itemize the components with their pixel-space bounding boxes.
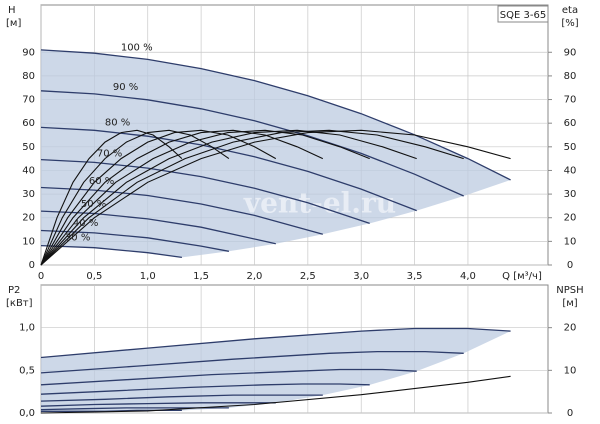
x-tick-label: 2,5 — [300, 271, 316, 282]
y2-tick-label: 40 — [564, 165, 577, 176]
curve — [40, 49, 511, 181]
secondary-curve — [40, 129, 277, 266]
secondary-curve — [40, 129, 183, 266]
y-tick-label: 1,0 — [19, 323, 35, 334]
curve — [40, 186, 323, 235]
x-tick-label: 3,5 — [407, 271, 423, 282]
curve — [40, 394, 323, 402]
y-tick-label: 60 — [22, 118, 35, 129]
y2-tick-label: 20 — [564, 213, 577, 224]
y-tick-label: 10 — [22, 236, 35, 247]
y-tick-label: 0,5 — [19, 365, 35, 376]
curve-label: 60 % — [89, 176, 114, 187]
curve — [40, 327, 511, 359]
y2-axis-label: eta — [562, 5, 578, 16]
curve — [40, 244, 182, 259]
y-tick-label: 0 — [29, 260, 35, 271]
curve — [40, 402, 276, 407]
y2-tick-label: 0 — [567, 408, 573, 419]
y2-axis-label: NPSH — [556, 285, 583, 296]
secondary-curve — [40, 129, 464, 266]
y-axis-label: H — [8, 5, 16, 16]
y2-axis-unit: [м] — [562, 298, 577, 309]
curve — [40, 90, 464, 197]
curve — [40, 158, 370, 225]
y-tick-label: 70 — [22, 95, 35, 106]
secondary-curve — [40, 129, 370, 266]
y-tick-label: 0,0 — [19, 408, 35, 419]
y2-tick-label: 10 — [564, 236, 577, 247]
y2-tick-label: 10 — [564, 365, 577, 376]
y-tick-label: 20 — [22, 213, 35, 224]
secondary-curve — [40, 129, 230, 266]
y-tick-label: 50 — [22, 142, 35, 153]
y2-axis-unit: [%] — [561, 18, 578, 29]
y2-tick-label: 70 — [564, 95, 577, 106]
curve-label: 100 % — [121, 42, 153, 53]
curve — [40, 229, 230, 252]
y-tick-label: 80 — [22, 71, 35, 82]
y2-tick-label: 90 — [564, 47, 577, 58]
y-tick-label: 40 — [22, 165, 35, 176]
curve — [41, 409, 182, 412]
curve-label: 80 % — [105, 117, 130, 128]
title-box — [497, 5, 549, 23]
y-axis-unit: [м] — [6, 18, 21, 29]
y2-tick-label: 60 — [564, 118, 577, 129]
operating-region — [41, 328, 511, 412]
x-tick-label: 2,0 — [247, 271, 263, 282]
y-axis-label: P2 — [8, 285, 20, 296]
y2-tick-label: 80 — [564, 71, 577, 82]
secondary-curve — [40, 375, 511, 414]
y-tick-label: 30 — [22, 189, 35, 200]
y-tick-label: 90 — [22, 47, 35, 58]
chart-title: SQE 3-65 — [500, 10, 546, 21]
y2-tick-label: 50 — [564, 142, 577, 153]
y2-tick-label: 30 — [564, 189, 577, 200]
curve-label: 70 % — [97, 149, 122, 160]
secondary-curve — [40, 129, 511, 266]
x-tick-label: 4,0 — [460, 271, 476, 282]
curve — [40, 368, 417, 386]
curve — [40, 210, 276, 245]
curve — [40, 407, 229, 411]
x-axis-label: Q [м³/ч] — [502, 271, 542, 282]
y-axis-unit: [кВт] — [6, 298, 33, 309]
curve-label: 40 % — [73, 218, 98, 229]
x-tick-label: 0 — [38, 271, 44, 282]
curve — [40, 350, 464, 374]
secondary-curve — [40, 129, 324, 266]
x-tick-label: 0,5 — [86, 271, 102, 282]
curve — [40, 383, 370, 395]
curve-label: 30 % — [65, 233, 90, 244]
y2-tick-label: 20 — [564, 323, 577, 334]
curve-label: 50 % — [81, 199, 106, 210]
x-tick-label: 1,0 — [140, 271, 156, 282]
x-tick-label: 3,0 — [353, 271, 369, 282]
curve-label: 90 % — [113, 82, 138, 93]
x-tick-label: 1,5 — [193, 271, 209, 282]
y2-tick-label: 0 — [567, 260, 573, 271]
